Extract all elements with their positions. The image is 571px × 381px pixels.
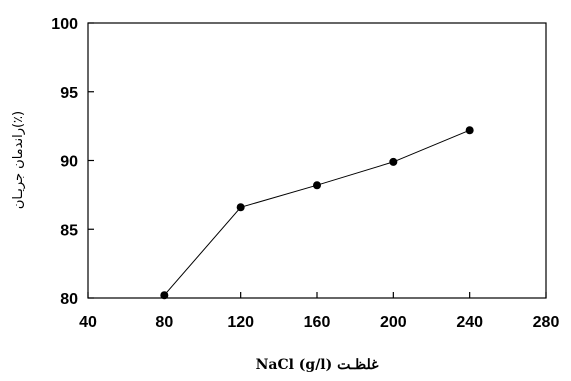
data-point [236, 203, 245, 212]
x-tick-label: 120 [227, 314, 254, 331]
x-tick-label: 280 [533, 314, 560, 331]
y-axis-ticks: 80 85 90 95 100 [51, 16, 94, 308]
data-point [313, 181, 321, 190]
plot-area [87, 22, 547, 299]
data-point [389, 157, 398, 166]
x-tick-label: 160 [304, 314, 331, 331]
x-tick-label: 80 [155, 314, 173, 331]
series-points-group [160, 126, 474, 300]
data-point [160, 291, 169, 300]
data-point [465, 126, 474, 135]
y-tick-label: 95 [60, 85, 78, 102]
y-tick-label: 90 [60, 154, 78, 171]
y-tick-label: 100 [51, 16, 78, 33]
x-tick-label: 40 [79, 314, 97, 331]
x-tick-label: 240 [456, 314, 483, 331]
x-axis-title: غلظـت NaCl (g/l) [256, 357, 380, 373]
y-tick-label: 85 [60, 222, 78, 239]
y-tick-label: 80 [60, 291, 78, 308]
x-tick-label: 200 [380, 314, 407, 331]
x-axis-ticks: 40 80 120 160 200 240 280 [79, 292, 559, 331]
y-axis-title: راندمان جریـان(٪) [11, 111, 26, 209]
